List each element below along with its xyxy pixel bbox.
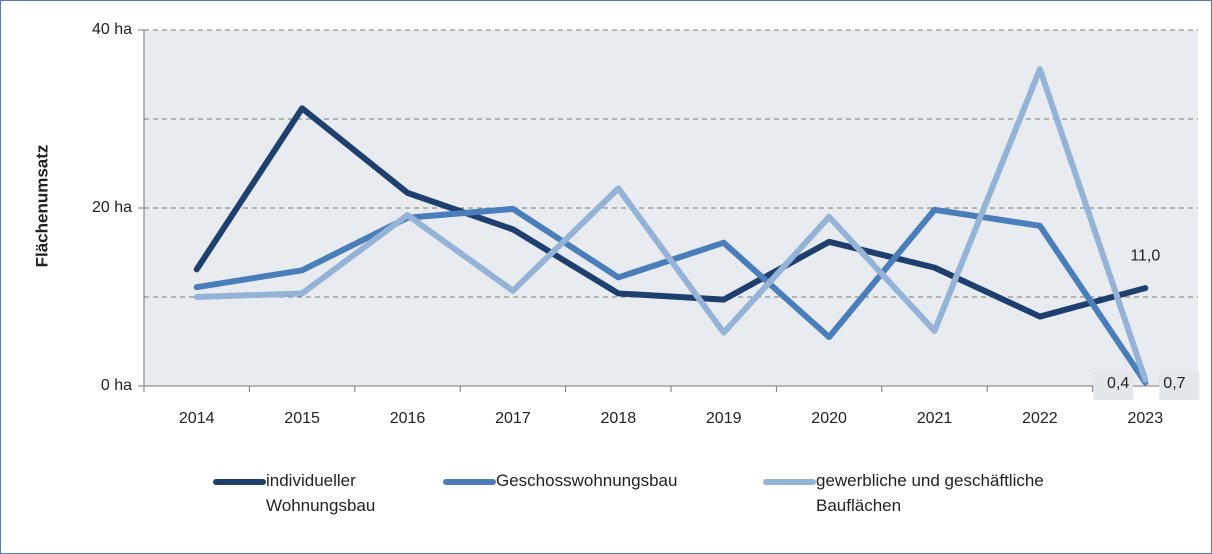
legend-label: individueller Wohnungsbau	[266, 471, 376, 515]
y-axis-label: Flächenumsatz	[32, 145, 51, 268]
x-tick-label: 2017	[495, 410, 531, 427]
x-tick-label: 2020	[811, 410, 847, 427]
series-line	[193, 66, 1149, 383]
data-label-box	[1159, 372, 1200, 400]
x-tick-label: 2016	[390, 410, 426, 427]
x-tick-label: 2019	[706, 410, 742, 427]
data-label: 11,0	[1130, 247, 1160, 264]
x-tick-label: 2015	[284, 410, 320, 427]
x-tick-label: 2022	[1022, 410, 1058, 427]
x-tick-label: 2018	[601, 410, 637, 427]
data-label: 0,7	[1163, 375, 1185, 392]
x-tick-label: 2014	[179, 410, 215, 427]
x-tick-label: 2021	[917, 410, 953, 427]
y-tick-label: 0 ha	[101, 377, 132, 394]
legend-label: Geschosswohnungsbau	[496, 471, 678, 490]
x-tick-label: 2023	[1128, 410, 1164, 427]
y-tick-label: 20 ha	[92, 199, 132, 216]
data-label: 0,4	[1107, 375, 1129, 392]
y-tick-label: 40 ha	[92, 21, 132, 38]
data-label-box	[1093, 372, 1134, 400]
series-line	[193, 105, 1149, 320]
legend-label: gewerbliche und geschäftliche Bauflächen	[816, 471, 1044, 515]
